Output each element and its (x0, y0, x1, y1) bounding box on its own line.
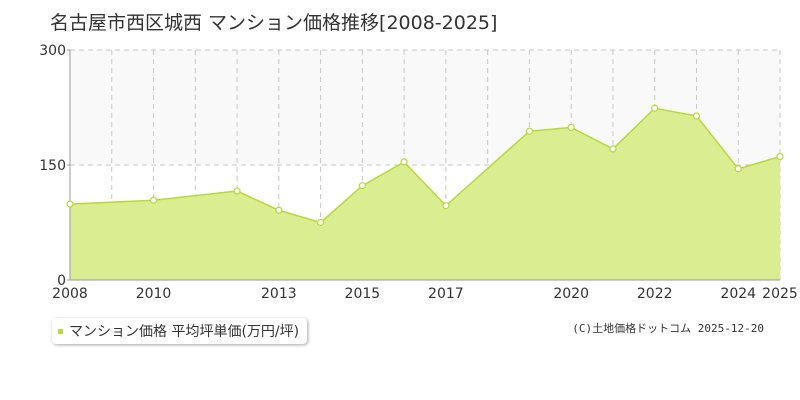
data-point (316, 218, 325, 227)
x-tick-label: 2024 (720, 286, 756, 302)
x-tick-label: 2010 (136, 286, 172, 302)
tick-label-layer: 0 150 300 2008 2010 2013 2015 2017 2020 2022 2024 2… (39, 43, 798, 302)
data-point (400, 158, 408, 166)
data-point (233, 187, 241, 195)
data-point (734, 165, 742, 173)
axis-layer (67, 49, 780, 281)
x-tick-label: 2022 (637, 286, 673, 302)
series-area (70, 108, 780, 281)
x-tick-label: 2017 (428, 286, 464, 302)
x-tick-label: 2008 (52, 286, 88, 302)
legend: マンション価格 平均坪単価(万円/坪) (52, 318, 308, 344)
y-tick-label: 0 (57, 273, 66, 289)
data-point (275, 206, 283, 214)
legend-marker-icon (58, 328, 63, 334)
y-tick-label: 150 (39, 158, 66, 174)
data-point (358, 182, 366, 190)
x-tick-label: 2015 (345, 286, 381, 302)
legend-label: マンション価格 平均坪単価(万円/坪) (69, 324, 300, 340)
data-point (525, 127, 534, 135)
data-point (442, 202, 450, 210)
data-point (567, 123, 575, 132)
x-tick-label: 2013 (261, 286, 297, 302)
data-point (66, 200, 74, 208)
chart-title: 名古屋市西区城西 マンション価格推移[2008-2025] (50, 12, 498, 34)
data-point (776, 152, 784, 161)
point-layer (66, 104, 784, 227)
credit-text: (C)土地価格ドットコム 2025-12-20 (572, 322, 764, 335)
data-point (149, 196, 158, 204)
data-point (651, 104, 659, 112)
data-point (609, 145, 617, 153)
x-tick-label: 2020 (553, 286, 589, 302)
data-point (692, 112, 701, 120)
x-tick-label: 2025 (762, 286, 798, 302)
y-tick-label: 300 (39, 43, 66, 59)
